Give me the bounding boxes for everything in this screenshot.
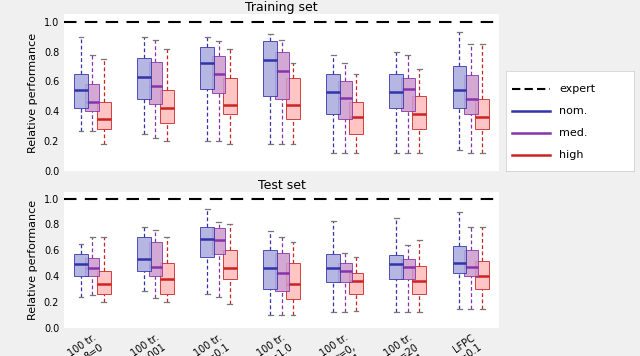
Text: med.: med. xyxy=(559,128,588,138)
Bar xyxy=(390,74,403,108)
Bar xyxy=(464,75,477,114)
Bar xyxy=(200,227,214,257)
Bar xyxy=(326,254,340,282)
Bar xyxy=(275,253,289,292)
Bar xyxy=(390,255,403,278)
Bar xyxy=(286,263,300,299)
Bar xyxy=(349,102,363,134)
Y-axis label: Relative performance: Relative performance xyxy=(28,32,38,153)
Bar xyxy=(476,99,489,129)
Bar xyxy=(452,246,467,273)
Bar xyxy=(286,78,300,119)
Bar xyxy=(86,258,99,276)
Bar xyxy=(86,84,99,111)
Bar xyxy=(148,62,163,104)
Text: expert: expert xyxy=(559,84,595,94)
Bar xyxy=(200,47,214,89)
Y-axis label: Relative performance: Relative performance xyxy=(28,200,38,320)
Bar xyxy=(74,74,88,108)
Text: high: high xyxy=(559,150,584,160)
Bar xyxy=(160,90,173,123)
Bar xyxy=(464,250,477,276)
Bar xyxy=(275,52,289,99)
Bar xyxy=(74,254,88,276)
Bar xyxy=(412,266,426,294)
Bar xyxy=(263,41,277,96)
Bar xyxy=(97,271,111,294)
Bar xyxy=(263,250,277,289)
Bar xyxy=(160,263,173,294)
Bar xyxy=(338,82,351,119)
Bar xyxy=(412,96,426,129)
Text: nom.: nom. xyxy=(559,106,588,116)
Title: Training set: Training set xyxy=(245,1,318,14)
Bar xyxy=(476,261,489,289)
Bar xyxy=(137,58,151,99)
Bar xyxy=(401,259,415,278)
Bar xyxy=(326,74,340,114)
Bar xyxy=(148,242,163,276)
Bar xyxy=(212,228,225,254)
Bar xyxy=(452,67,467,108)
Bar xyxy=(338,263,351,282)
Bar xyxy=(212,56,225,93)
Bar xyxy=(349,273,363,294)
Bar xyxy=(223,78,237,114)
Bar xyxy=(401,78,415,111)
Bar xyxy=(97,102,111,129)
Bar xyxy=(223,250,237,278)
Bar xyxy=(137,237,151,271)
Title: Test set: Test set xyxy=(258,179,305,192)
